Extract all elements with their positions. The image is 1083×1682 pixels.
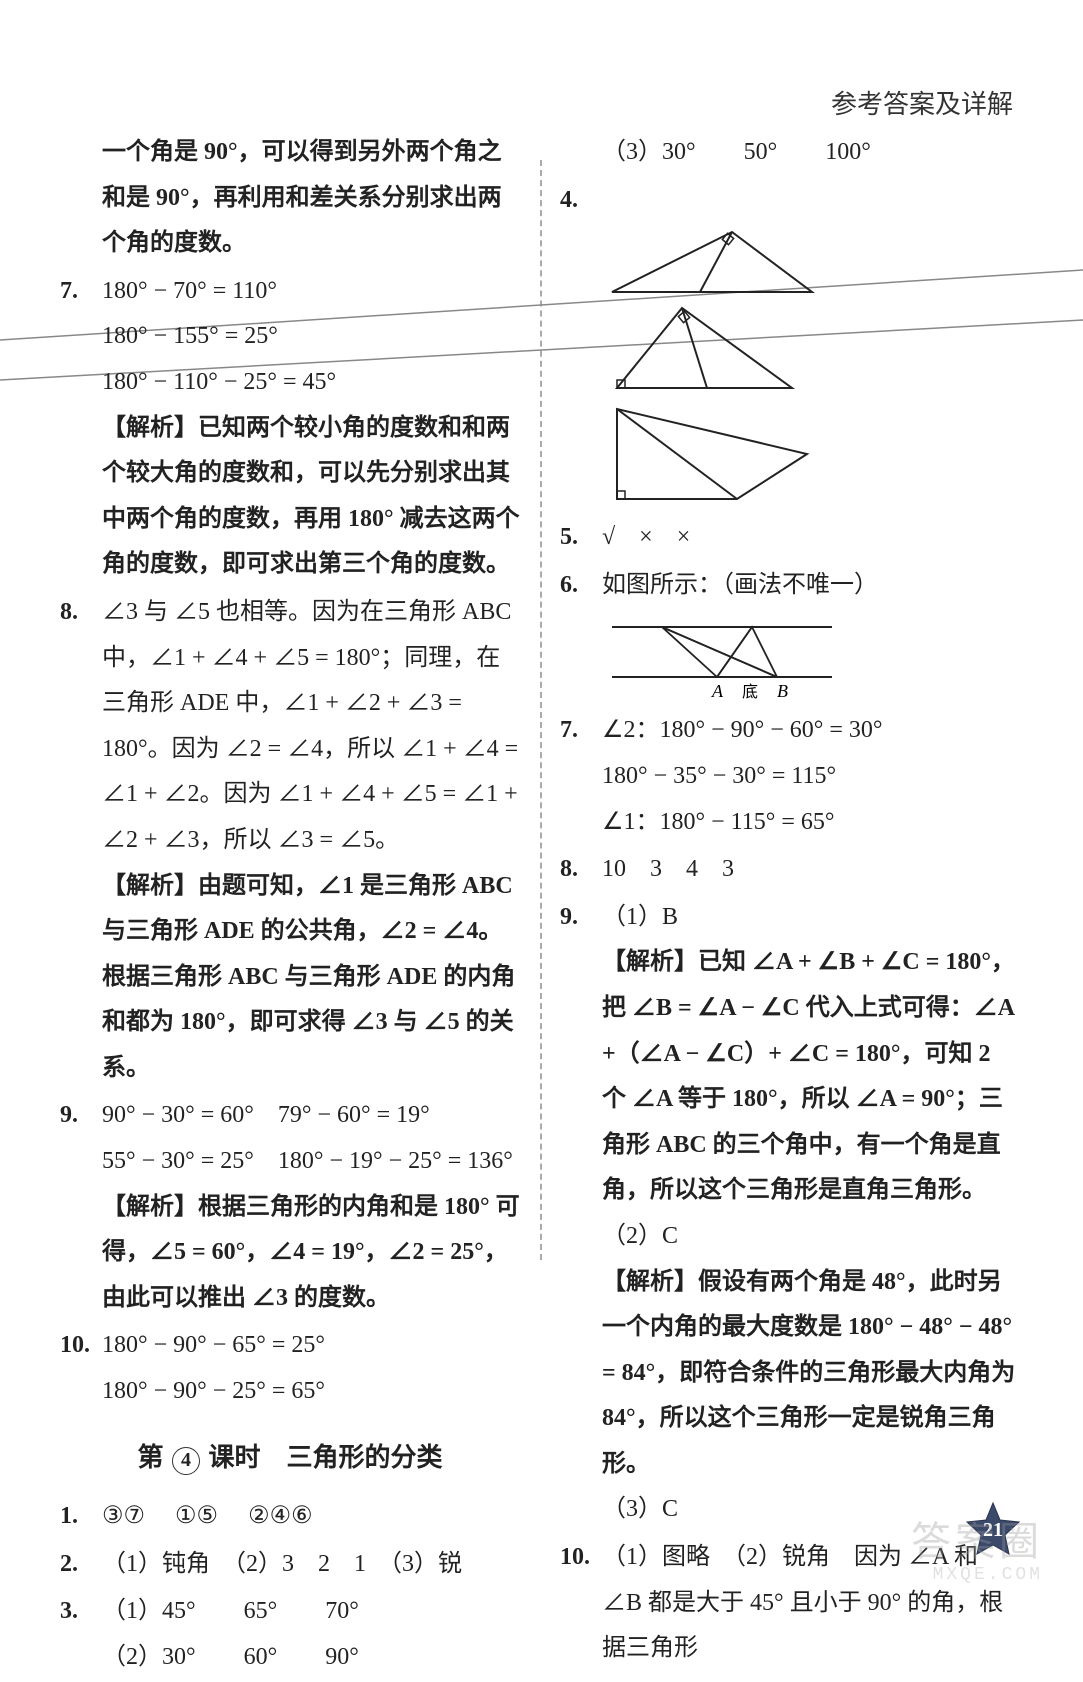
q8-text: ∠3 与 ∠5 也相等。因为在三角形 ABC 中，∠1 + ∠4 + ∠5 = … bbox=[102, 590, 520, 864]
label-b: B bbox=[777, 681, 788, 701]
q8-num: 8. bbox=[60, 590, 102, 1092]
s4-q10-body: （1）图略 （2）锐角 因为 ∠A 和 ∠B 都是大于 45° 且小于 90° … bbox=[602, 1535, 1020, 1672]
s4-q7: 7. ∠2：180° − 90° − 60° = 30° 180° − 35° … bbox=[560, 708, 1020, 845]
s4-q4-num: 4. bbox=[560, 178, 602, 224]
triangle-figure-3 bbox=[602, 399, 1020, 509]
s4-q1-num: 1. bbox=[60, 1494, 102, 1540]
q8-body: ∠3 与 ∠5 也相等。因为在三角形 ABC 中，∠1 + ∠4 + ∠5 = … bbox=[102, 590, 520, 1092]
s4-q3-num: 3. bbox=[60, 1589, 102, 1680]
q8-analysis: 【解析】由题可知，∠1 是三角形 ABC 与三角形 ADE 的公共角，∠2 = … bbox=[102, 864, 520, 1092]
q10-num: 10. bbox=[60, 1323, 102, 1414]
s4-q9: 9. （1）B 【解析】已知 ∠A + ∠B + ∠C = 180°，把 ∠B … bbox=[560, 895, 1020, 1533]
s4-q9-ana2: 【解析】假设有两个角是 48°，此时另一个内角的最大度数是 180° − 48°… bbox=[602, 1260, 1020, 1488]
page-number: 21 bbox=[983, 1519, 1003, 1541]
q7-analysis: 【解析】已知两个较小角的度数和和两个较大角的度数和，可以先分别求出其中两个角的度… bbox=[102, 406, 520, 588]
s4-q6-body: 如图所示：（画法不唯一） bbox=[602, 563, 1020, 609]
s4-q6: 6. 如图所示：（画法不唯一） bbox=[560, 563, 1020, 609]
label-a: A bbox=[711, 681, 724, 701]
triangle-figure-2 bbox=[602, 303, 1020, 393]
q6-continued: 一个角是 90°，可以得到另外两个角之和是 90°，再利用和差关系分别求出两个角… bbox=[60, 130, 520, 267]
q7-line1: 180° − 70° = 110° bbox=[102, 269, 520, 315]
s4-q3-body: （1）45° 65° 70° （2）30° 60° 90° bbox=[102, 1589, 520, 1680]
watermark-url: MXQE.COM bbox=[933, 1558, 1043, 1592]
s4-q1-g3: ②④⑥ bbox=[248, 1503, 313, 1529]
s4-q10-num: 10. bbox=[560, 1535, 602, 1672]
q10-line2: 180° − 90° − 25° = 65° bbox=[102, 1369, 520, 1415]
s4-q9-a3: （3）C bbox=[602, 1487, 1020, 1533]
s4-q4-body bbox=[602, 178, 1020, 224]
q10: 10. 180° − 90° − 65° = 25° 180° − 90° − … bbox=[60, 1323, 520, 1414]
s4-q7-body: ∠2：180° − 90° − 60° = 30° 180° − 35° − 3… bbox=[602, 708, 1020, 845]
s4-q7-line2: 180° − 35° − 30° = 115° bbox=[602, 754, 1020, 800]
s4-q5-num: 5. bbox=[560, 515, 602, 561]
s4-q8: 8. 10 3 4 3 bbox=[560, 847, 1020, 893]
left-column: 一个角是 90°，可以得到另外两个角之和是 90°，再利用和差关系分别求出两个角… bbox=[60, 130, 540, 1682]
q7: 7. 180° − 70° = 110° 180° − 155° = 25° 1… bbox=[60, 269, 520, 588]
s4-q7-num: 7. bbox=[560, 708, 602, 845]
q9: 9. 90° − 30° = 60° 79° − 60° = 19° 55° −… bbox=[60, 1093, 520, 1321]
page-number-badge: 21 bbox=[963, 1500, 1023, 1560]
s4-q3: 3. （1）45° 65° 70° （2）30° 60° 90° bbox=[60, 1589, 520, 1680]
s4-q2-num: 2. bbox=[60, 1542, 102, 1588]
s4-q9-a1: （1）B bbox=[602, 895, 1020, 941]
label-mid: 底 bbox=[742, 683, 758, 701]
s4-q9-a2: （2）C bbox=[602, 1214, 1020, 1260]
q9-line2: 55° − 30° = 25° 180° − 19° − 25° = 136° bbox=[102, 1139, 520, 1185]
s4-q1-body: ③⑦ ①⑤ ②④⑥ bbox=[102, 1494, 520, 1540]
s4-q1-g1: ③⑦ bbox=[102, 1503, 145, 1529]
s4-q5: 5. √ × × bbox=[560, 515, 1020, 561]
lesson-number-icon: 4 bbox=[172, 1447, 200, 1475]
s4-q7-line1: ∠2：180° − 90° − 60° = 30° bbox=[602, 708, 1020, 754]
triangle-figure-1 bbox=[602, 227, 1020, 297]
s4-q2: 2. （1）钝角 （2）3 2 1 （3）锐 bbox=[60, 1542, 520, 1588]
q9-body: 90° − 30° = 60° 79° − 60° = 19° 55° − 30… bbox=[102, 1093, 520, 1321]
q9-line1: 90° − 30° = 60° 79° − 60° = 19° bbox=[102, 1093, 520, 1139]
q9-num: 9. bbox=[60, 1093, 102, 1321]
s4-q6-num: 6. bbox=[560, 563, 602, 609]
q6-figure: A 底 B bbox=[602, 612, 1020, 702]
s4-q5-body: √ × × bbox=[602, 515, 1020, 561]
s4-q9-body: （1）B 【解析】已知 ∠A + ∠B + ∠C = 180°，把 ∠B = ∠… bbox=[602, 895, 1020, 1533]
s4-q10: 10. （1）图略 （2）锐角 因为 ∠A 和 ∠B 都是大于 45° 且小于 … bbox=[560, 1535, 1020, 1672]
s4-q2-body: （1）钝角 （2）3 2 1 （3）锐 bbox=[102, 1542, 520, 1588]
s4-q1-g2: ①⑤ bbox=[175, 1503, 218, 1529]
section-title: 第 4 课时 三角形的分类 bbox=[60, 1433, 520, 1482]
s4-q1: 1. ③⑦ ①⑤ ②④⑥ bbox=[60, 1494, 520, 1540]
q10-line1: 180° − 90° − 65° = 25° bbox=[102, 1323, 520, 1369]
q7-line3: 180° − 110° − 25° = 45° bbox=[102, 360, 520, 406]
q7-body: 180° − 70° = 110° 180° − 155° = 25° 180°… bbox=[102, 269, 520, 588]
s4-q3-line2: （2）30° 60° 90° bbox=[102, 1635, 520, 1681]
content-area: 一个角是 90°，可以得到另外两个角之和是 90°，再利用和差关系分别求出两个角… bbox=[60, 130, 1020, 1682]
q9-analysis: 【解析】根据三角形的内角和是 180° 可得，∠5 = 60°，∠4 = 19°… bbox=[102, 1185, 520, 1322]
q8: 8. ∠3 与 ∠5 也相等。因为在三角形 ABC 中，∠1 + ∠4 + ∠5… bbox=[60, 590, 520, 1092]
s4-q9-num: 9. bbox=[560, 895, 602, 1533]
q10-body: 180° − 90° − 65° = 25° 180° − 90° − 25° … bbox=[102, 1323, 520, 1414]
s4-q3-line3: （3）30° 50° 100° bbox=[560, 130, 1020, 176]
q7-num: 7. bbox=[60, 269, 102, 588]
q7-line2: 180° − 155° = 25° bbox=[102, 314, 520, 360]
s4-q8-body: 10 3 4 3 bbox=[602, 847, 1020, 893]
s4-q4: 4. bbox=[560, 178, 1020, 224]
right-column: （3）30° 50° 100° 4. bbox=[540, 130, 1020, 1682]
s4-q7-line3: ∠1：180° − 115° = 65° bbox=[602, 800, 1020, 846]
page-header: 参考答案及详解 bbox=[831, 80, 1013, 129]
s4-q9-ana1: 【解析】已知 ∠A + ∠B + ∠C = 180°，把 ∠B = ∠A − ∠… bbox=[602, 940, 1020, 1214]
s4-q3-line1: （1）45° 65° 70° bbox=[102, 1589, 520, 1635]
s4-q8-num: 8. bbox=[560, 847, 602, 893]
